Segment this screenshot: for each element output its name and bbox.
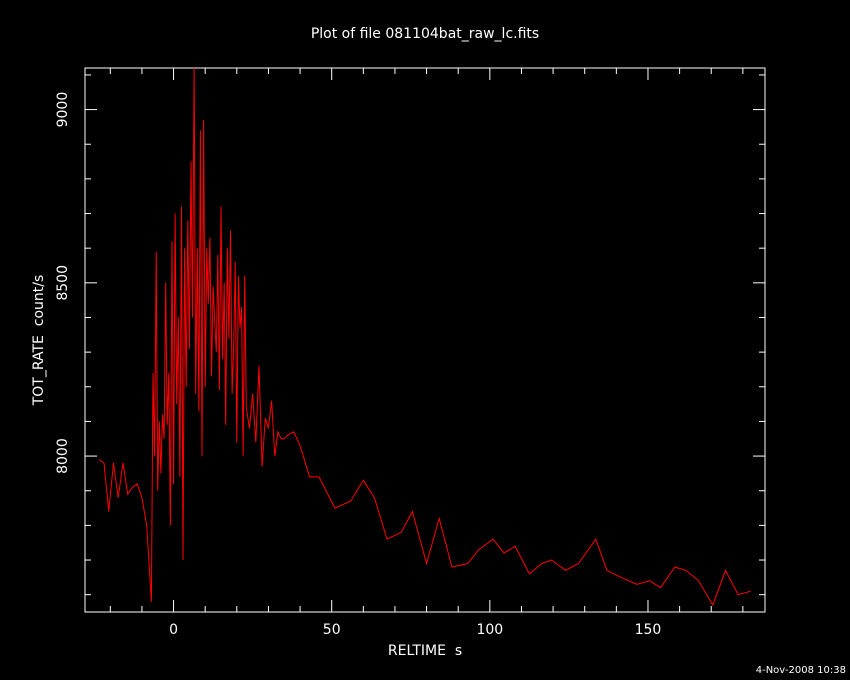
plot-frame (84, 67, 766, 613)
chart-title: Plot of file 081104bat_raw_lc.fits (311, 26, 539, 42)
y-tick-label: 8000 (55, 438, 71, 474)
x-tick-label: 150 (635, 622, 662, 638)
axis-tick-labels: 0 50 100 150 8000 8500 9000 (55, 92, 661, 638)
footer-timestamp: 4-Nov-2008 10:38 (756, 665, 846, 676)
y-axis-label: TOT_RATE count/s (31, 275, 47, 407)
x-tick-label: 100 (476, 622, 503, 638)
x-tick-label: 50 (323, 622, 341, 638)
x-axis-label: RELTIME s (388, 643, 462, 659)
series-line (98, 67, 751, 607)
y-tick-label: 9000 (55, 92, 71, 128)
y-tick-label: 8500 (55, 265, 71, 301)
axis-ticks (85, 68, 765, 612)
x-tick-label: 0 (169, 622, 178, 638)
